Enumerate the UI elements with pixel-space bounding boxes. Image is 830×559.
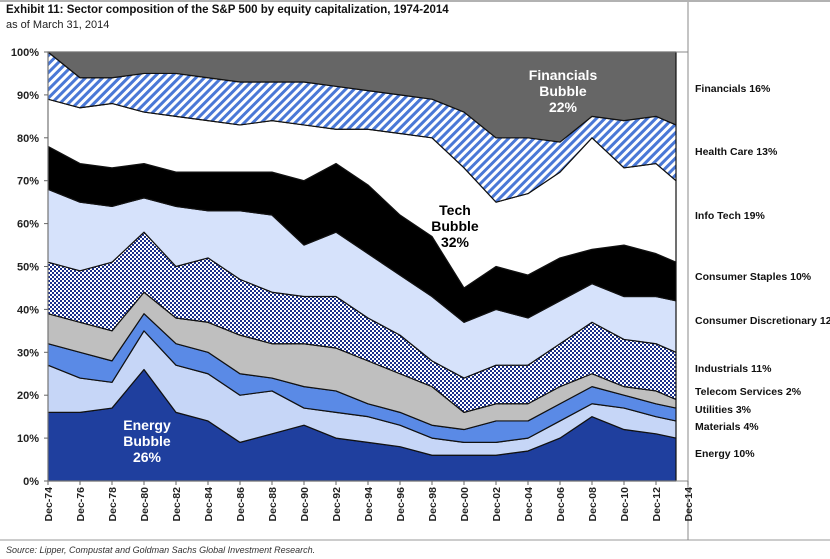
y-tick-label: 60% [17, 219, 39, 231]
x-tick-label: Dec-00 [459, 487, 471, 522]
x-tick-label: Dec-06 [555, 487, 567, 522]
tech-bubble-annotation: 32% [441, 234, 470, 250]
y-tick-label: 10% [17, 433, 39, 445]
legend-label: Health Care 13% [695, 146, 778, 158]
x-tick-label: Dec-98 [427, 487, 439, 522]
x-tick-label: Dec-80 [139, 487, 151, 522]
chart-subtitle: as of March 31, 2014 [6, 19, 110, 31]
financials-bubble-annotation: 22% [549, 99, 578, 115]
legend-label: Telecom Services 2% [695, 386, 802, 398]
financials-bubble-annotation: Bubble [539, 83, 587, 99]
x-tick-label: Dec-02 [491, 487, 503, 522]
energy-bubble-annotation: Energy [123, 417, 171, 433]
x-tick-label: Dec-92 [331, 487, 343, 522]
y-tick-label: 30% [17, 347, 39, 359]
y-tick-label: 80% [17, 133, 39, 145]
x-tick-label: Dec-96 [395, 487, 407, 522]
legend-label: Consumer Discretionary 12% [695, 315, 830, 327]
y-tick-label: 100% [11, 47, 39, 59]
y-tick-label: 0% [23, 476, 39, 488]
y-tick-label: 90% [17, 90, 39, 102]
x-tick-label: Dec-94 [363, 487, 375, 522]
x-tick-label: Dec-82 [171, 487, 183, 522]
x-tick-label: Dec-10 [619, 487, 631, 522]
chart-title: Exhibit 11: Sector composition of the S&… [6, 4, 449, 16]
energy-bubble-annotation: Bubble [123, 433, 171, 449]
tech-bubble-annotation: Bubble [431, 218, 479, 234]
y-tick-label: 70% [17, 176, 39, 188]
x-tick-label: Dec-86 [235, 487, 247, 522]
x-tick-label: Dec-12 [651, 487, 663, 522]
y-tick-label: 40% [17, 304, 39, 316]
legend-label: Industrials 11% [695, 363, 772, 375]
x-tick-label: Dec-08 [587, 487, 599, 522]
legend-label: Info Tech 19% [695, 210, 765, 222]
x-tick-label: Dec-14 [683, 487, 695, 522]
x-tick-label: Dec-84 [203, 487, 215, 522]
x-tick-label: Dec-78 [107, 487, 119, 522]
tech-bubble-annotation: Tech [439, 202, 471, 218]
x-tick-label: Dec-04 [523, 487, 535, 522]
financials-bubble-annotation: Financials [529, 67, 598, 83]
legend-label: Consumer Staples 10% [695, 271, 812, 283]
legend-label: Financials 16% [695, 83, 771, 95]
source-note: Source: Lipper, Compustat and Goldman Sa… [6, 545, 316, 555]
x-tick-label: Dec-74 [43, 487, 55, 522]
y-tick-label: 50% [17, 262, 39, 274]
x-tick-label: Dec-76 [75, 487, 87, 522]
legend-label: Materials 4% [695, 421, 759, 433]
legend-label: Energy 10% [695, 448, 755, 460]
legend-label: Utilities 3% [695, 404, 752, 416]
x-tick-label: Dec-88 [267, 487, 279, 522]
energy-bubble-annotation: 26% [133, 449, 162, 465]
y-tick-label: 20% [17, 390, 39, 402]
x-tick-label: Dec-90 [299, 487, 311, 522]
